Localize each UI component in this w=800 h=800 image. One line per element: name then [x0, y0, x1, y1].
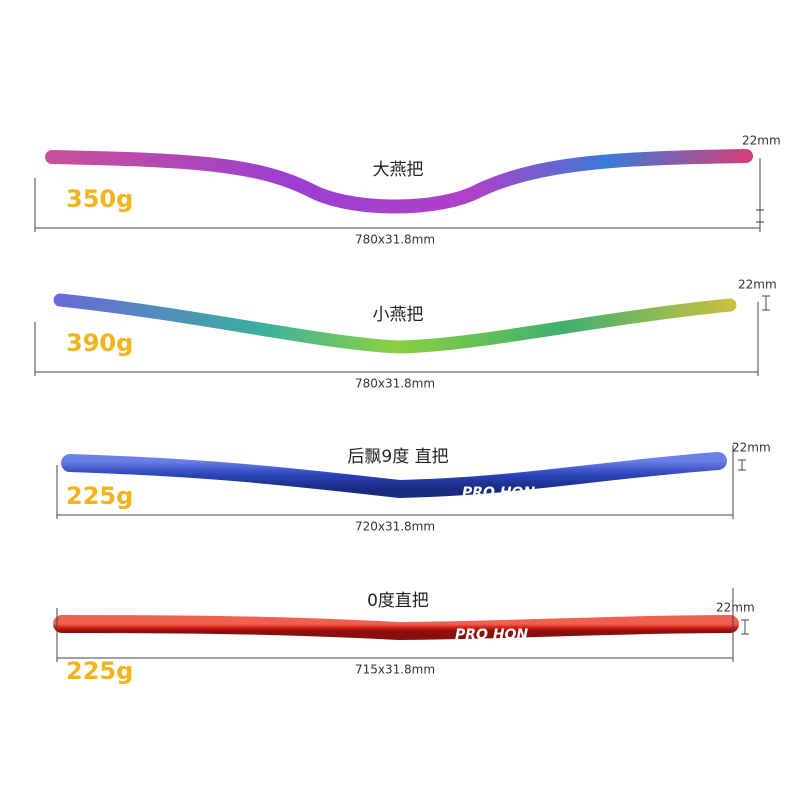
weight: 390g: [66, 329, 133, 357]
rise: 22mm: [732, 441, 771, 455]
weight: 225g: [66, 657, 133, 685]
bar-name: 小燕把: [373, 305, 424, 325]
size: 780x31.8mm: [355, 233, 435, 247]
bar-name: 大燕把: [373, 160, 424, 180]
size: 720x31.8mm: [355, 520, 435, 534]
bar-name: 0度直把: [367, 591, 429, 611]
size: 715x31.8mm: [355, 663, 435, 677]
rise: 22mm: [738, 278, 777, 292]
rise-bracket: [738, 459, 746, 471]
brand: PRO HON: [455, 627, 528, 643]
bars: [45, 149, 753, 641]
handlebar: [61, 452, 727, 499]
handlebar: [53, 615, 739, 641]
bar-name: 后飘9度 直把: [347, 447, 448, 467]
weight: 350g: [66, 185, 133, 213]
handlebar: [53, 293, 737, 354]
handlebar: [45, 149, 753, 214]
size: 780x31.8mm: [355, 377, 435, 391]
rise-bracket: [741, 619, 749, 635]
brand: PRO HON: [462, 485, 535, 501]
rise-bracket: [756, 209, 764, 223]
rise: 22mm: [742, 134, 781, 148]
weight: 225g: [66, 482, 133, 510]
rise-bracket: [762, 295, 770, 311]
rise: 22mm: [716, 601, 755, 615]
